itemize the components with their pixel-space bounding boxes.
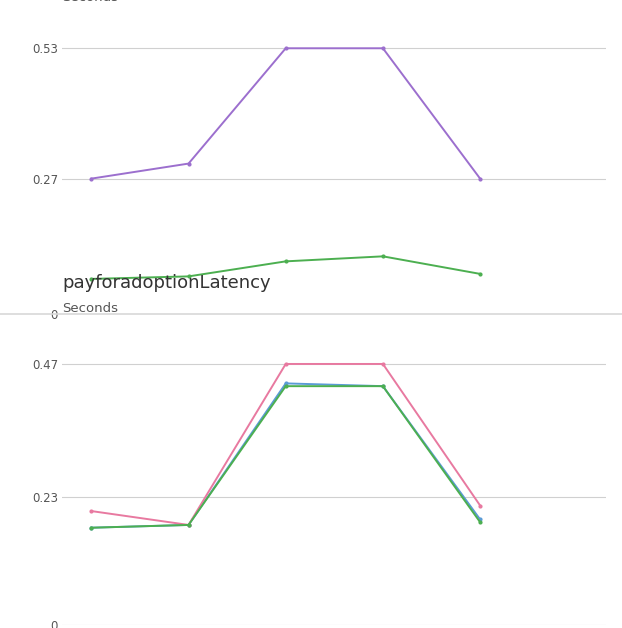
ResponseTime p95 — [476, 175, 484, 182]
ResponseTime p95 — [185, 160, 192, 167]
ResponseTime p95 — [282, 45, 289, 52]
Text: Seconds: Seconds — [62, 301, 118, 315]
ResponseTime Average — [379, 382, 387, 390]
ResponseTime Average — [185, 273, 192, 280]
Text: Seconds: Seconds — [62, 0, 118, 4]
ResponseTime Average — [379, 252, 387, 260]
ResponseTime p90 — [88, 507, 95, 515]
ResponseTime p95 — [379, 45, 387, 52]
ResponseTime Average — [185, 521, 192, 529]
ResponseTime p50 — [476, 516, 484, 523]
ResponseTime p90 — [185, 521, 192, 529]
ResponseTime p50 — [88, 524, 95, 531]
Text: payforadoptionLatency: payforadoptionLatency — [62, 274, 271, 291]
ResponseTime p90 — [476, 502, 484, 509]
ResponseTime p50 — [185, 521, 192, 529]
ResponseTime p90 — [379, 360, 387, 368]
Line: ResponseTime p95: ResponseTime p95 — [90, 47, 481, 180]
Line: ResponseTime p50: ResponseTime p50 — [90, 382, 481, 529]
ResponseTime p90 — [282, 360, 289, 368]
ResponseTime p95 — [88, 175, 95, 182]
Line: ResponseTime p90: ResponseTime p90 — [90, 362, 481, 526]
ResponseTime p50 — [282, 379, 289, 387]
Line: ResponseTime Average: ResponseTime Average — [90, 255, 481, 280]
ResponseTime Average — [282, 257, 289, 265]
ResponseTime Average — [476, 270, 484, 278]
ResponseTime Average — [88, 275, 95, 283]
ResponseTime Average — [88, 524, 95, 531]
Line: ResponseTime Average: ResponseTime Average — [90, 385, 481, 529]
ResponseTime Average — [282, 382, 289, 390]
ResponseTime Average — [476, 518, 484, 526]
Text: ⋮: ⋮ — [617, 274, 622, 291]
Legend: ResponseTime Average, ResponseTime p95: ResponseTime Average, ResponseTime p95 — [68, 376, 360, 389]
ResponseTime p50 — [379, 382, 387, 390]
